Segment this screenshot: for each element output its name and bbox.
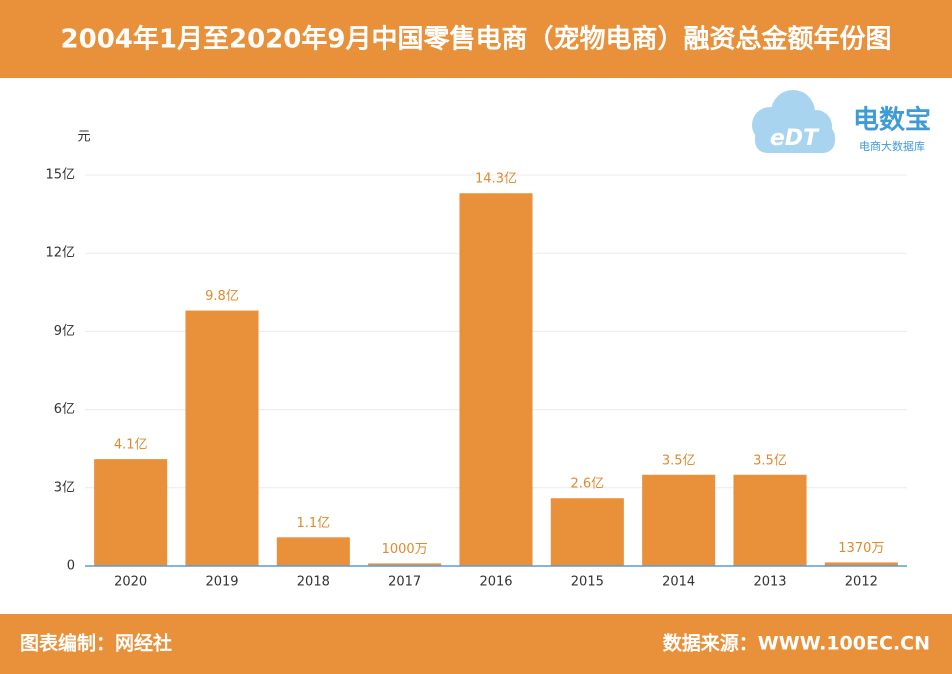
data-label: 1000万 xyxy=(382,542,428,557)
x-tick-label: 2012 xyxy=(845,575,878,590)
data-label: 14.3亿 xyxy=(475,172,517,187)
x-tick-label: 2013 xyxy=(753,575,786,590)
x-tick-label: 2020 xyxy=(114,575,147,590)
y-tick-label: 6亿 xyxy=(54,402,75,417)
bar xyxy=(368,563,442,566)
bar xyxy=(733,474,807,566)
logo-tagline: 电商大数据库 xyxy=(859,139,925,153)
logo: eDT 电数宝 电商大数据库 xyxy=(752,90,931,153)
data-label: 1370万 xyxy=(838,541,884,556)
y-tick-label: 0 xyxy=(67,559,75,574)
logo-cloud xyxy=(755,125,835,153)
y-tick-label: 15亿 xyxy=(45,168,75,183)
logo-name: 电数宝 xyxy=(853,105,931,136)
x-tick-label: 2018 xyxy=(297,575,330,590)
bar xyxy=(824,562,898,566)
data-label: 2.6亿 xyxy=(570,477,604,492)
data-label: 3.5亿 xyxy=(662,453,696,468)
y-tick-label: 9亿 xyxy=(54,324,75,339)
data-label: 9.8亿 xyxy=(205,289,239,304)
x-tick-label: 2017 xyxy=(388,575,421,590)
data-label: 1.1亿 xyxy=(296,516,330,531)
data-label: 3.5亿 xyxy=(753,453,787,468)
x-tick-label: 2014 xyxy=(662,575,695,590)
bar xyxy=(94,459,168,566)
x-tick-label: 2015 xyxy=(571,575,604,590)
logo-mark: eDT xyxy=(770,126,820,151)
chart-title: 2004年1月至2020年9月中国零售电商（宠物电商）融资总金额年份图 xyxy=(61,24,892,55)
bar xyxy=(185,310,259,566)
header-band xyxy=(0,0,952,78)
x-tick-label: 2016 xyxy=(479,575,512,590)
y-tick-label: 12亿 xyxy=(45,246,75,261)
y-tick-label: 3亿 xyxy=(54,480,75,495)
footer-band xyxy=(0,614,952,674)
footer-right: 数据来源：WWW.100EC.CN xyxy=(663,632,930,655)
footer-left: 图表编制：网经社 xyxy=(20,632,172,655)
data-label: 4.1亿 xyxy=(114,438,148,453)
y-axis-label: 元 xyxy=(77,130,90,145)
bar xyxy=(459,193,533,566)
bar xyxy=(276,537,350,566)
bar xyxy=(550,498,624,566)
x-tick-label: 2019 xyxy=(205,575,238,590)
bar xyxy=(642,474,716,566)
